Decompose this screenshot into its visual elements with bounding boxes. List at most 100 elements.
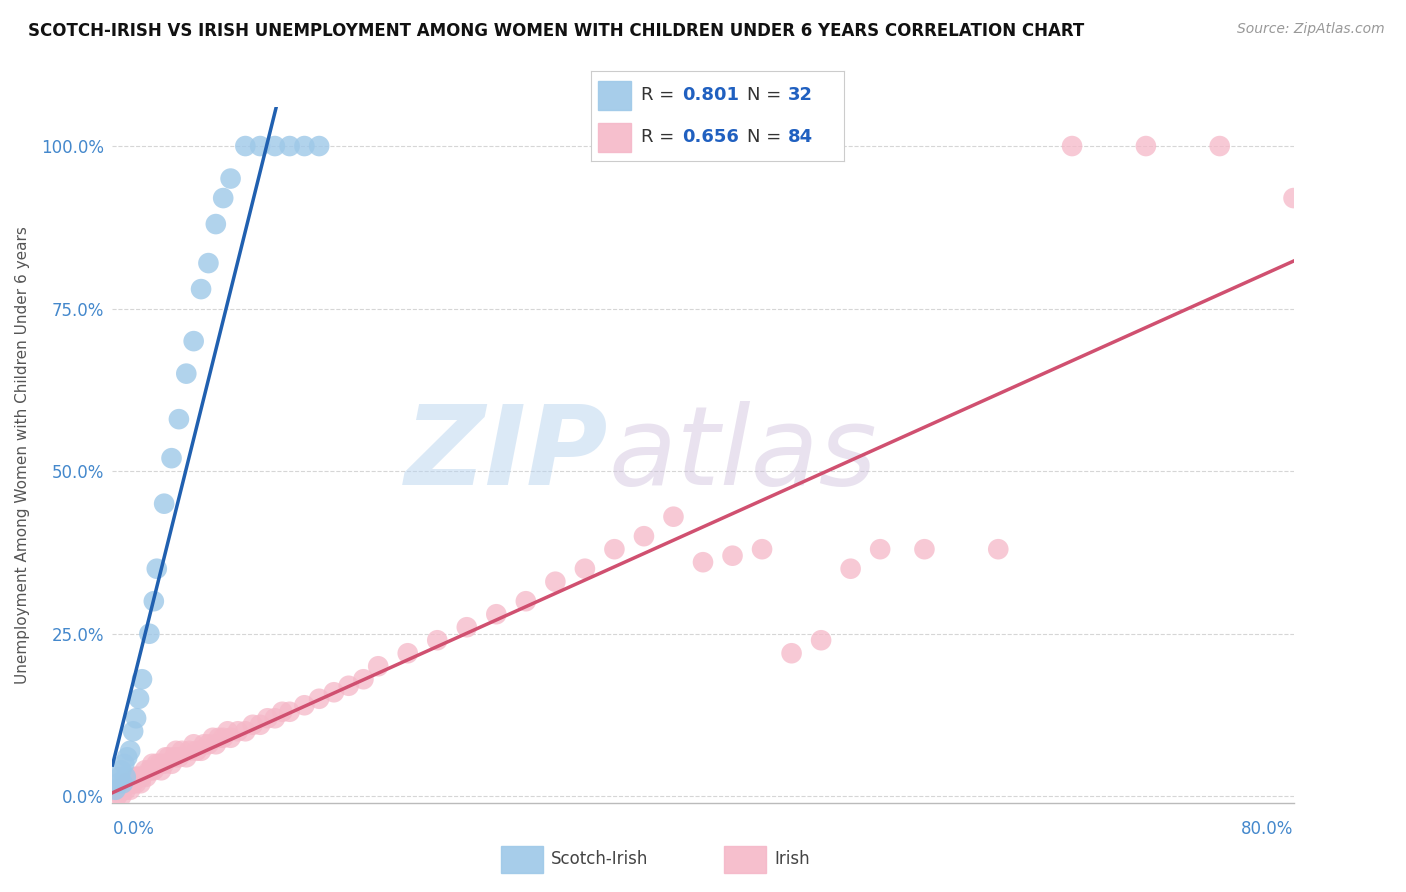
Point <box>129 776 152 790</box>
Point <box>197 737 219 751</box>
Point <box>183 334 205 348</box>
Point <box>110 764 132 778</box>
Point <box>1062 139 1084 153</box>
Point <box>107 782 129 797</box>
Text: Irish: Irish <box>775 849 810 868</box>
Point <box>226 724 249 739</box>
Point <box>367 659 389 673</box>
Point <box>264 139 287 153</box>
Point <box>217 724 239 739</box>
Point <box>174 750 197 764</box>
Bar <box>598 123 631 152</box>
Point <box>205 217 228 231</box>
Point <box>292 698 315 713</box>
Point <box>249 139 271 153</box>
Point <box>146 562 169 576</box>
Point <box>170 744 193 758</box>
Point <box>219 171 242 186</box>
Point <box>574 562 596 576</box>
Text: N =: N = <box>748 128 787 146</box>
Point <box>122 724 145 739</box>
Point <box>233 139 256 153</box>
Point <box>193 737 215 751</box>
Point <box>810 633 832 648</box>
Point <box>780 646 803 660</box>
Point <box>120 782 142 797</box>
Point <box>219 731 242 745</box>
Point <box>104 782 127 797</box>
Point <box>128 770 150 784</box>
Point <box>111 776 134 790</box>
Point <box>155 750 177 764</box>
Point <box>138 764 160 778</box>
Point <box>163 750 186 764</box>
Point <box>141 756 163 771</box>
Point <box>603 542 626 557</box>
Point <box>485 607 508 622</box>
Bar <box>501 847 543 873</box>
Point <box>256 711 278 725</box>
Point <box>114 770 136 784</box>
Point <box>174 367 197 381</box>
Text: 80.0%: 80.0% <box>1241 821 1294 838</box>
Point <box>337 679 360 693</box>
Point <box>142 764 165 778</box>
Point <box>142 594 165 608</box>
Point <box>201 731 224 745</box>
Text: R =: R = <box>641 87 681 104</box>
Point <box>179 744 201 758</box>
Point <box>212 191 235 205</box>
Point <box>396 646 419 660</box>
Text: Scotch-Irish: Scotch-Irish <box>551 849 648 868</box>
Point <box>292 139 315 153</box>
Point <box>456 620 478 634</box>
Point <box>278 139 301 153</box>
Text: 0.656: 0.656 <box>682 128 738 146</box>
Point <box>127 770 149 784</box>
Point <box>205 737 228 751</box>
Point <box>869 542 891 557</box>
Text: 32: 32 <box>787 87 813 104</box>
Text: 84: 84 <box>787 128 813 146</box>
Point <box>160 451 183 466</box>
Point <box>117 750 138 764</box>
Point <box>121 776 143 790</box>
Y-axis label: Unemployment Among Women with Children Under 6 years: Unemployment Among Women with Children U… <box>15 226 30 684</box>
Point <box>1135 139 1157 153</box>
Point <box>139 764 162 778</box>
Point <box>190 744 212 758</box>
Point <box>117 776 138 790</box>
Point <box>515 594 537 608</box>
Point <box>138 626 160 640</box>
Point <box>264 711 287 725</box>
Point <box>633 529 655 543</box>
Point <box>208 731 231 745</box>
Point <box>112 776 135 790</box>
Text: ZIP: ZIP <box>405 401 609 508</box>
Point <box>212 731 235 745</box>
Point <box>134 764 156 778</box>
Point <box>110 789 132 804</box>
Point <box>692 555 714 569</box>
Point <box>308 691 330 706</box>
Point <box>125 711 148 725</box>
Point <box>839 562 862 576</box>
Point <box>233 724 256 739</box>
Text: 0.0%: 0.0% <box>112 821 155 838</box>
Text: R =: R = <box>641 128 681 146</box>
Point <box>153 756 176 771</box>
Point <box>108 782 131 797</box>
Point <box>242 718 264 732</box>
Point <box>124 770 146 784</box>
Point <box>120 744 142 758</box>
Point <box>249 718 271 732</box>
Point <box>197 256 219 270</box>
Point <box>160 756 183 771</box>
Point <box>150 764 173 778</box>
Point <box>153 497 176 511</box>
Point <box>157 750 180 764</box>
Text: Source: ZipAtlas.com: Source: ZipAtlas.com <box>1237 22 1385 37</box>
Point <box>167 412 190 426</box>
Point <box>149 756 172 771</box>
Point <box>165 744 187 758</box>
